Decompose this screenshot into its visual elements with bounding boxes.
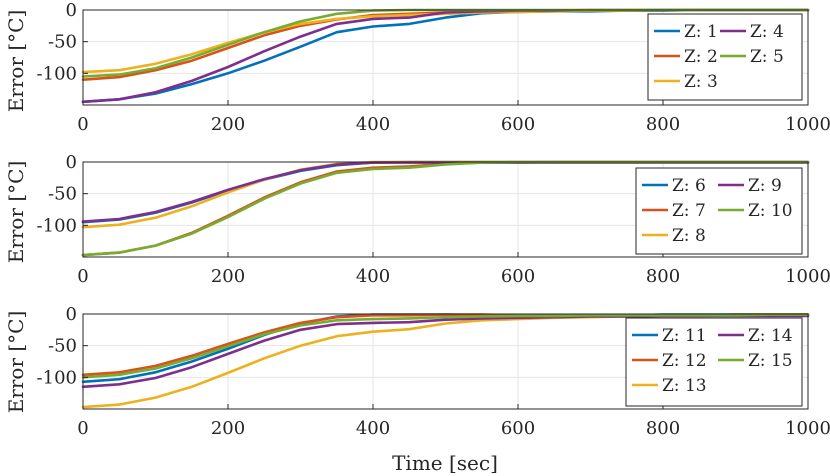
axes-border: [82, 161, 809, 258]
legend-entry-label: Z: 2: [684, 47, 718, 67]
x-axis-label: Time [sec]: [392, 451, 498, 475]
y-tick-label: -50: [48, 32, 77, 53]
x-tick-label: 0: [77, 114, 88, 135]
y-tick-label: 0: [66, 152, 77, 173]
x-tick-label: 200: [211, 114, 245, 135]
y-tick-label: -50: [48, 336, 77, 357]
x-tick-label: 600: [501, 114, 535, 135]
y-tick-label: -100: [37, 63, 77, 84]
legend-entry-label: Z: 15: [748, 351, 793, 371]
x-tick-label: 1000: [785, 114, 830, 135]
y-tick-label: 0: [66, 0, 77, 21]
y-tick-label: -100: [37, 215, 77, 236]
axes-border: [82, 9, 809, 106]
x-tick-label: 800: [646, 418, 680, 439]
legend-entry-label: Z: 7: [672, 201, 706, 221]
legend-entry-label: Z: 12: [662, 351, 707, 371]
legend-entry-label: Z: 14: [748, 326, 793, 346]
x-tick-label: 800: [646, 114, 680, 135]
x-tick-label: 1000: [785, 266, 830, 287]
legend-entry-label: Z: 1: [684, 22, 718, 42]
y-tick-label: -50: [48, 184, 77, 205]
legend-entry-label: Z: 6: [672, 176, 706, 196]
legend-entry-label: Z: 10: [748, 201, 793, 221]
x-tick-label: 600: [501, 418, 535, 439]
x-tick-label: 400: [356, 114, 390, 135]
y-axis-label: Error [°C]: [4, 311, 28, 414]
x-tick-label: 400: [356, 418, 390, 439]
x-tick-label: 400: [356, 266, 390, 287]
y-axis-label: Error [°C]: [4, 161, 28, 264]
y-axis-label: Error [°C]: [4, 10, 28, 113]
y-tick-label: -100: [37, 367, 77, 388]
x-tick-label: 0: [77, 266, 88, 287]
x-tick-label: 600: [501, 266, 535, 287]
axes-border: [82, 313, 809, 410]
legend-entry-label: Z: 9: [748, 176, 782, 196]
legend-entry-label: Z: 5: [750, 47, 784, 67]
legend-box: [625, 317, 803, 407]
legend-entry-label: Z: 3: [684, 72, 718, 92]
x-tick-label: 200: [211, 418, 245, 439]
x-tick-label: 800: [646, 266, 680, 287]
x-tick-label: 200: [211, 266, 245, 287]
legend: Z: 6 Z: 7 Z: 8 Z: 9 Z: 10: [635, 167, 803, 255]
legend: Z: 1 Z: 2 Z: 3 Z: 4 Z: 5: [647, 13, 803, 101]
legend-entry-label: Z: 13: [662, 376, 707, 396]
chart-panel-3: 0 200 400 600 800 1000 0 -50 -100 Error [°C] Z: 11…: [4, 304, 830, 439]
y-tick-label: 0: [66, 304, 77, 325]
legend-entry-label: Z: 11: [662, 326, 707, 346]
x-tick-label: 1000: [785, 418, 830, 439]
legend-entry-label: Z: 8: [672, 226, 706, 246]
series-line-z-15: [81, 313, 810, 379]
x-tick-label: 0: [77, 418, 88, 439]
legend: Z: 11 Z: 12 Z: 13 Z: 14 Z: 15: [625, 317, 803, 407]
legend-entry-label: Z: 4: [750, 22, 784, 42]
